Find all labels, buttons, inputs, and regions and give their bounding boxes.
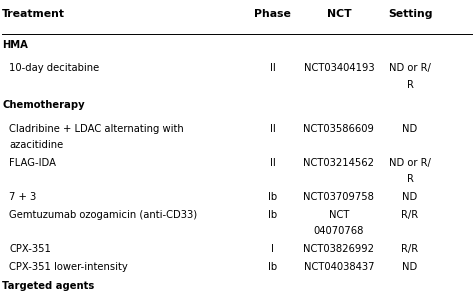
- Text: NCT03826992: NCT03826992: [303, 244, 374, 254]
- Text: HMA: HMA: [2, 40, 28, 50]
- Text: NCT04038437: NCT04038437: [304, 262, 374, 272]
- Text: Gemtuzumab ozogamicin (anti-CD33): Gemtuzumab ozogamicin (anti-CD33): [9, 210, 198, 220]
- Text: II: II: [270, 158, 275, 168]
- Text: Ib: Ib: [268, 262, 277, 272]
- Text: NCT: NCT: [329, 210, 349, 220]
- Text: NCT03709758: NCT03709758: [303, 192, 374, 202]
- Text: ND: ND: [402, 124, 418, 134]
- Text: Ib: Ib: [268, 210, 277, 220]
- Text: R: R: [407, 80, 413, 90]
- Text: NCT03404193: NCT03404193: [304, 63, 374, 73]
- Text: Treatment: Treatment: [2, 9, 65, 19]
- Text: Targeted agents: Targeted agents: [2, 281, 95, 291]
- Text: Ib: Ib: [268, 192, 277, 202]
- Text: NCT03214562: NCT03214562: [303, 158, 374, 168]
- Text: 04070768: 04070768: [314, 226, 364, 236]
- Text: R/R: R/R: [401, 210, 419, 220]
- Text: azacitidine: azacitidine: [9, 140, 64, 150]
- Text: I: I: [271, 244, 274, 254]
- Text: CPX-351 lower-intensity: CPX-351 lower-intensity: [9, 262, 128, 272]
- Text: ND: ND: [402, 192, 418, 202]
- Text: Chemotherapy: Chemotherapy: [2, 100, 85, 110]
- Text: Cladribine + LDAC alternating with: Cladribine + LDAC alternating with: [9, 124, 184, 134]
- Text: ND: ND: [402, 262, 418, 272]
- Text: R: R: [407, 174, 413, 184]
- Text: R/R: R/R: [401, 244, 419, 254]
- Text: Setting: Setting: [388, 9, 432, 19]
- Text: ND or R/: ND or R/: [389, 158, 431, 168]
- Text: Phase: Phase: [254, 9, 291, 19]
- Text: 10-day decitabine: 10-day decitabine: [9, 63, 100, 73]
- Text: NCT03586609: NCT03586609: [303, 124, 374, 134]
- Text: CPX-351: CPX-351: [9, 244, 51, 254]
- Text: II: II: [270, 124, 275, 134]
- Text: II: II: [270, 63, 275, 73]
- Text: 7 + 3: 7 + 3: [9, 192, 36, 202]
- Text: FLAG-IDA: FLAG-IDA: [9, 158, 56, 168]
- Text: NCT: NCT: [327, 9, 351, 19]
- Text: ND or R/: ND or R/: [389, 63, 431, 73]
